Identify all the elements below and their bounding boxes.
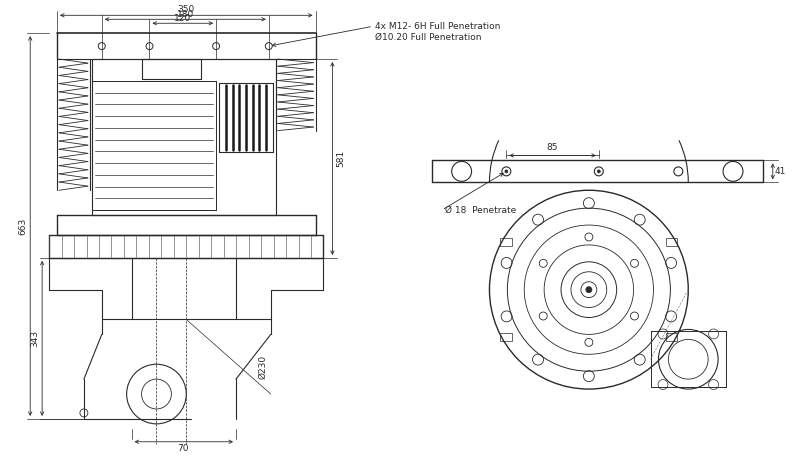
Text: 4x M12- 6H Full Penetration: 4x M12- 6H Full Penetration (375, 22, 501, 31)
Text: 180: 180 (177, 10, 194, 19)
Bar (500, 333, 512, 341)
Text: Ø230: Ø230 (258, 355, 267, 379)
Text: 41: 41 (775, 167, 786, 176)
Text: 120: 120 (174, 14, 191, 23)
Text: 343: 343 (30, 330, 40, 347)
Text: 581: 581 (336, 150, 345, 167)
Text: Ø10.20 Full Penetration: Ø10.20 Full Penetration (375, 33, 482, 42)
Bar (666, 333, 678, 341)
Circle shape (505, 170, 508, 173)
Text: 70: 70 (178, 444, 189, 453)
Circle shape (586, 287, 592, 293)
Text: 350: 350 (178, 5, 195, 14)
Text: 85: 85 (546, 143, 558, 152)
Bar (500, 238, 512, 246)
Circle shape (598, 170, 600, 173)
Bar (666, 238, 678, 246)
Text: Ø 18  Penetrate: Ø 18 Penetrate (445, 205, 516, 215)
Text: 663: 663 (18, 218, 28, 235)
